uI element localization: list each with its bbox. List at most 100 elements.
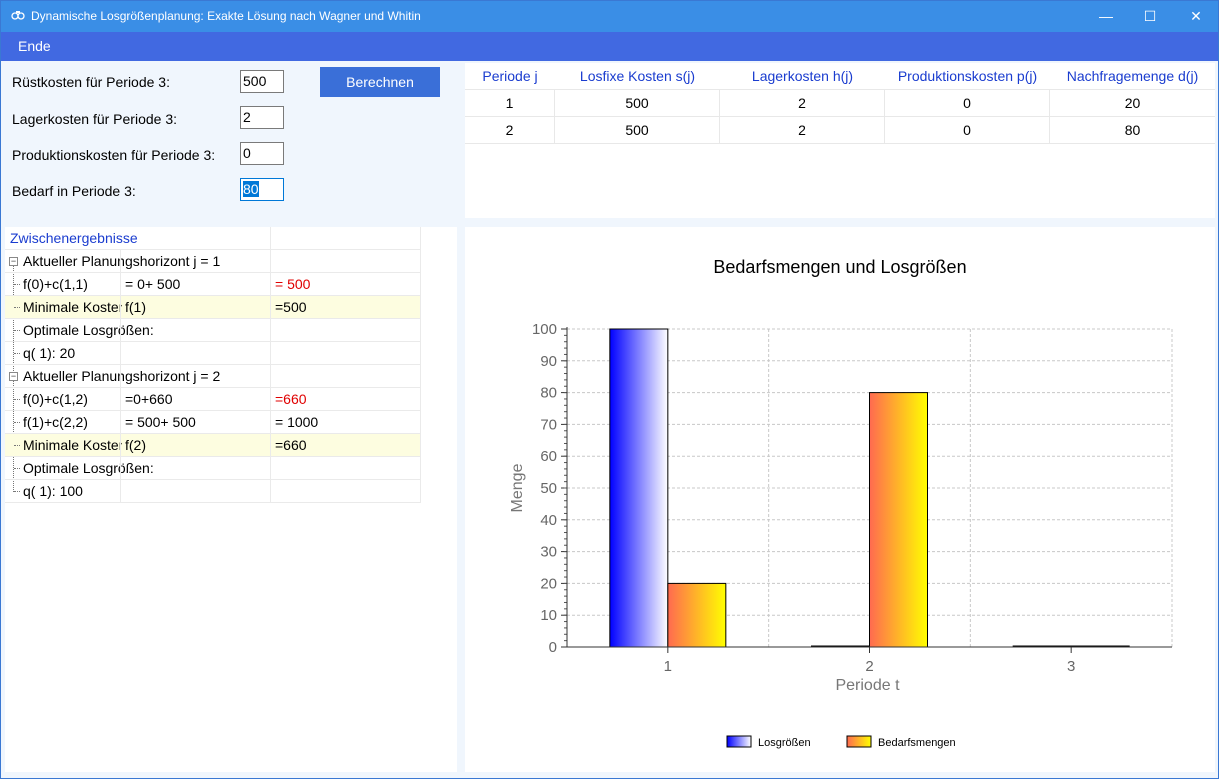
title-bar: Dynamische Losgrößenplanung: Exakte Lösu… [1,1,1218,32]
y-axis-title: Menge [509,463,526,512]
grid-cell[interactable]: 20 [1124,95,1141,111]
menu-bar: Ende [1,32,1218,61]
y-tick-label: 60 [540,448,557,465]
bedarf-label: Bedarf in Periode 3: [12,183,136,199]
grid-header-cell[interactable]: Periode j [482,68,538,84]
x-axis-title: Periode t [835,677,900,694]
legend-label: Bedarfsmengen [878,737,956,749]
grid-header-cell[interactable]: Lagerkosten h(j) [751,68,854,84]
tree-cell: f(2) [125,437,146,453]
tree-cell: = 500 [275,276,311,292]
tree-column-separator [120,250,121,503]
tree-column-separator [270,227,271,250]
tree-cell: q( 1): 20 [23,345,76,361]
grid-cell[interactable]: 0 [885,90,1050,117]
tree-header: Zwischenergebnisse [10,230,138,246]
collapse-icon[interactable]: − [9,371,18,381]
tree-cell: =660 [275,391,307,407]
bar-bedarfsmengen [869,392,928,648]
maximize-button[interactable]: ☐ [1143,8,1157,24]
produktionskosten-label: Produktionskosten für Periode 3: [12,147,216,163]
tree-column-separator [270,250,271,503]
menu-ende[interactable]: Ende [18,38,51,54]
ruestkosten-input[interactable]: 500 [240,70,284,93]
tree-cell: f(1)+c(2,2) [23,414,88,430]
y-tick-label: 80 [540,385,557,402]
tree-connector [14,445,20,446]
grid-header-cell[interactable]: Produktionskosten p(j) [897,68,1038,84]
grid-cell[interactable]: 80 [1124,122,1141,138]
tree-row[interactable]: Optimale Losgrößen: [5,319,421,342]
window-title: Dynamische Losgrößenplanung: Exakte Lösu… [31,9,421,23]
app-icon [11,11,25,20]
grid-header-cell[interactable]: Losfixe Kosten s(j) [579,68,696,84]
lagerkosten-input[interactable]: 2 [240,106,284,129]
tree-row[interactable]: f(1)+c(2,2) = 500+ 500 = 1000 [5,411,421,434]
tree-row[interactable]: f(0)+c(1,1) = 0+ 500 = 500 [5,273,421,296]
bar-losgroessen [609,328,669,648]
tree-connector [14,284,20,285]
y-tick-label: 100 [532,321,557,338]
zwischenergebnisse-tree[interactable]: Zwischenergebnisse − Aktueller Planungsh… [5,227,457,772]
y-tick-label: 30 [540,544,557,561]
tree-node-horizont-2[interactable]: − Aktueller Planungshorizont j = 2 [5,365,421,388]
period-data-grid: Periode j Losfixe Kosten s(j) Lagerkoste… [465,63,1215,218]
grid-cell[interactable]: 500 [555,90,720,117]
tree-node-label: Aktueller Planungshorizont j = 2 [23,368,221,384]
tree-row[interactable]: q( 1): 100 [5,480,421,503]
grid-row[interactable]: 2 500 2 0 80 [465,117,1215,144]
tree-connector [14,330,20,331]
tree-row[interactable]: Optimale Losgrößen: [5,457,421,480]
x-tick-label: 2 [865,658,873,675]
grid-header-cell[interactable]: Nachfragemenge d(j) [1066,68,1199,84]
minimize-button[interactable]: — [1099,8,1113,24]
tree-cell: =500 [275,299,307,315]
grid-header-row: Periode j Losfixe Kosten s(j) Lagerkoste… [465,63,1215,90]
grid-cell[interactable]: 500 [555,117,720,144]
x-tick-label: 1 [664,658,672,675]
tree-connector [14,399,20,400]
produktionskosten-input[interactable]: 0 [240,142,284,165]
legend-swatch [846,735,872,748]
legend-label: Losgrößen [758,737,811,749]
ruestkosten-label: Rüstkosten für Periode 3: [12,74,170,90]
tree-row[interactable]: Minimale Kosten f(2) =660 [5,434,421,457]
tree-row[interactable]: Minimale Kosten f(1) =500 [5,296,421,319]
grid-cell[interactable]: 0 [885,117,1050,144]
tree-cell: = 0+ 500 [125,276,181,292]
tree-cell: = 500+ 500 [125,414,196,430]
grid-cell[interactable]: 2 [720,90,885,117]
tree-cell: Minimale Kosten [23,299,122,315]
berechnen-button[interactable]: Berechnen [320,67,440,97]
tree-cell: Optimale Losgrößen: [23,322,154,338]
tree-connector [14,468,20,469]
tree-connector [14,307,20,308]
tree-cell: =660 [275,437,307,453]
tree-row[interactable]: q( 1): 20 [5,342,421,365]
grid-row[interactable]: 1 500 2 0 20 [465,90,1215,117]
collapse-icon[interactable]: − [9,256,18,266]
y-tick-label: 70 [540,416,557,433]
tree-cell: f(0)+c(1,2) [23,391,88,407]
bedarf-input[interactable]: 80 [240,178,284,201]
grid-cell[interactable]: 1 [465,90,555,117]
tree-cell: =0+660 [125,391,173,407]
legend-swatch [726,735,752,748]
y-tick-label: 40 [540,512,557,529]
tree-row[interactable]: f(0)+c(1,2) =0+660 =660 [5,388,421,411]
tree-cell: = 1000 [275,414,319,430]
tree-connector [14,422,20,423]
y-tick-label: 50 [540,480,557,497]
tree-header-row: Zwischenergebnisse [5,227,421,250]
chart-title: Bedarfsmengen und Losgrößen [713,257,967,277]
grid-cell[interactable]: 2 [465,117,555,144]
tree-cell: q( 1): 100 [23,483,83,499]
close-button[interactable]: ✕ [1190,8,1202,24]
tree-node-horizont-1[interactable]: − Aktueller Planungshorizont j = 1 [5,250,421,273]
grid-cell[interactable]: 2 [720,117,885,144]
tree-cell: Optimale Losgrößen: [23,460,154,476]
tree-node-label: Aktueller Planungshorizont j = 1 [23,253,221,269]
tree-connector [14,491,20,492]
